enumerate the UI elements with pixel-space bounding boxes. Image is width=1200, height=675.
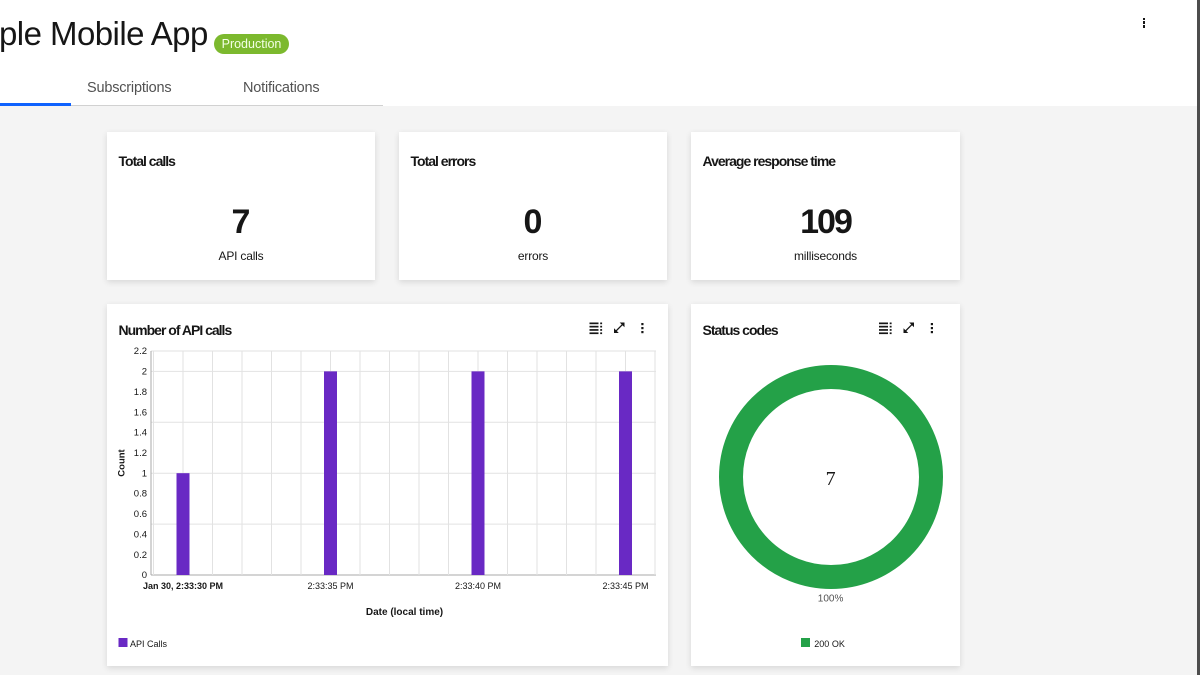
svg-text:2:33:40 PM: 2:33:40 PM bbox=[455, 581, 501, 591]
svg-text:0.4: 0.4 bbox=[134, 529, 147, 540]
svg-text:2:33:45 PM: 2:33:45 PM bbox=[602, 581, 648, 591]
svg-text:Count: Count bbox=[117, 448, 128, 476]
svg-text:100%: 100% bbox=[818, 594, 844, 605]
svg-text:Jan 30, 2:33:30 PM: Jan 30, 2:33:30 PM bbox=[143, 581, 223, 591]
svg-text:1.8: 1.8 bbox=[134, 387, 147, 398]
svg-text:0.2: 0.2 bbox=[134, 550, 147, 561]
svg-text:0: 0 bbox=[142, 570, 147, 581]
svg-text:0.6: 0.6 bbox=[134, 509, 147, 520]
svg-text:1.2: 1.2 bbox=[134, 448, 147, 459]
svg-text:2: 2 bbox=[142, 367, 147, 378]
svg-text:1.6: 1.6 bbox=[134, 407, 147, 418]
svg-text:2:33:35 PM: 2:33:35 PM bbox=[307, 581, 353, 591]
svg-text:0.8: 0.8 bbox=[134, 489, 147, 500]
svg-text:Date (local time): Date (local time) bbox=[366, 607, 443, 618]
svg-text:API Calls: API Calls bbox=[130, 639, 168, 649]
svg-text:1.4: 1.4 bbox=[134, 428, 147, 439]
svg-text:2.2: 2.2 bbox=[134, 346, 147, 357]
svg-text:1: 1 bbox=[142, 468, 147, 479]
svg-text:200 OK: 200 OK bbox=[814, 639, 845, 649]
svg-text:7: 7 bbox=[826, 468, 836, 490]
